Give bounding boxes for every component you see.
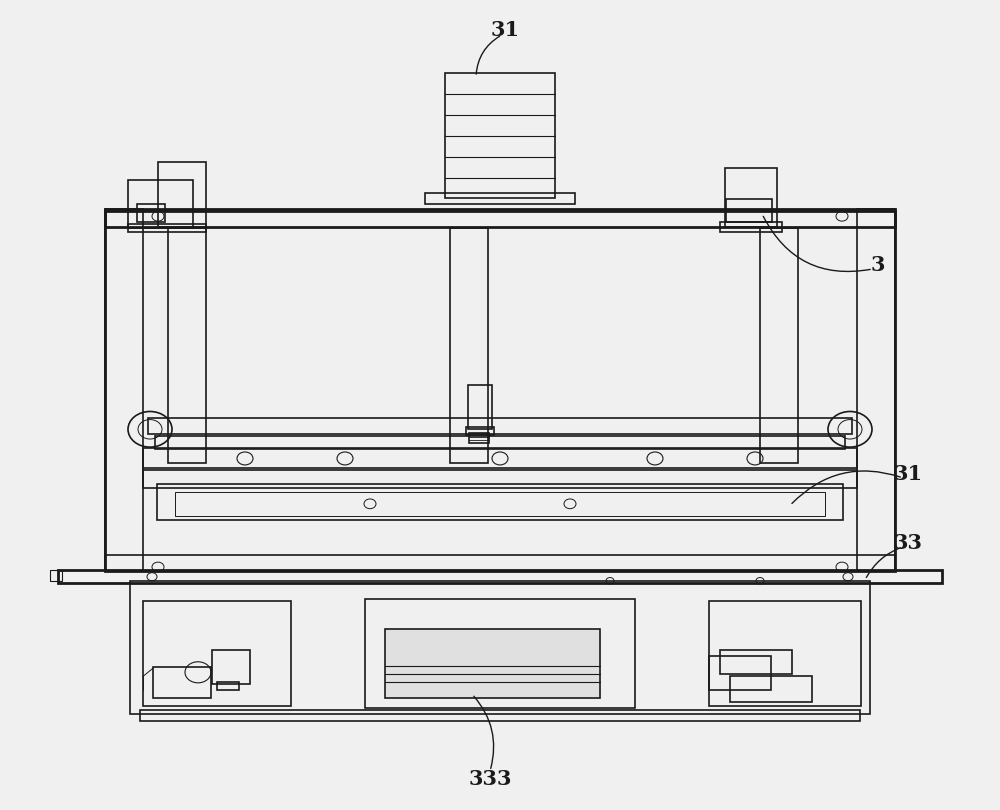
Bar (105, 555, 895, 571)
Bar (709, 601, 861, 706)
Bar (168, 228, 206, 463)
Bar (143, 470, 857, 488)
Bar (760, 228, 798, 463)
Bar (50, 570, 62, 581)
Bar (445, 73, 555, 198)
Bar (153, 667, 211, 698)
Bar (730, 676, 812, 702)
Bar (385, 629, 600, 698)
Bar (158, 162, 206, 227)
Bar (365, 599, 635, 708)
Bar (217, 682, 239, 690)
Text: 3: 3 (871, 255, 885, 275)
Bar (425, 193, 575, 204)
Text: 31: 31 (893, 464, 923, 484)
Bar (709, 656, 771, 690)
Bar (720, 222, 782, 232)
Text: 333: 333 (468, 770, 512, 789)
Bar (137, 204, 165, 222)
Bar (857, 209, 895, 571)
Bar (450, 228, 488, 463)
Bar (157, 484, 843, 520)
Text: 31: 31 (490, 20, 520, 40)
Bar (105, 209, 895, 227)
Bar (468, 385, 492, 429)
Bar (143, 448, 857, 468)
Bar (720, 650, 792, 674)
Bar (466, 427, 494, 435)
Bar (58, 570, 942, 583)
Bar (212, 650, 250, 684)
Bar (128, 180, 193, 228)
Bar (140, 710, 860, 721)
Bar (148, 418, 852, 434)
Bar (726, 199, 772, 222)
Bar (130, 581, 870, 714)
Bar (105, 211, 895, 571)
Bar (175, 492, 825, 516)
Bar (725, 168, 777, 227)
Bar (128, 224, 206, 232)
Bar (105, 209, 143, 571)
Bar (143, 601, 291, 706)
Text: 33: 33 (894, 533, 922, 552)
Bar (469, 433, 489, 443)
Bar (155, 436, 845, 449)
